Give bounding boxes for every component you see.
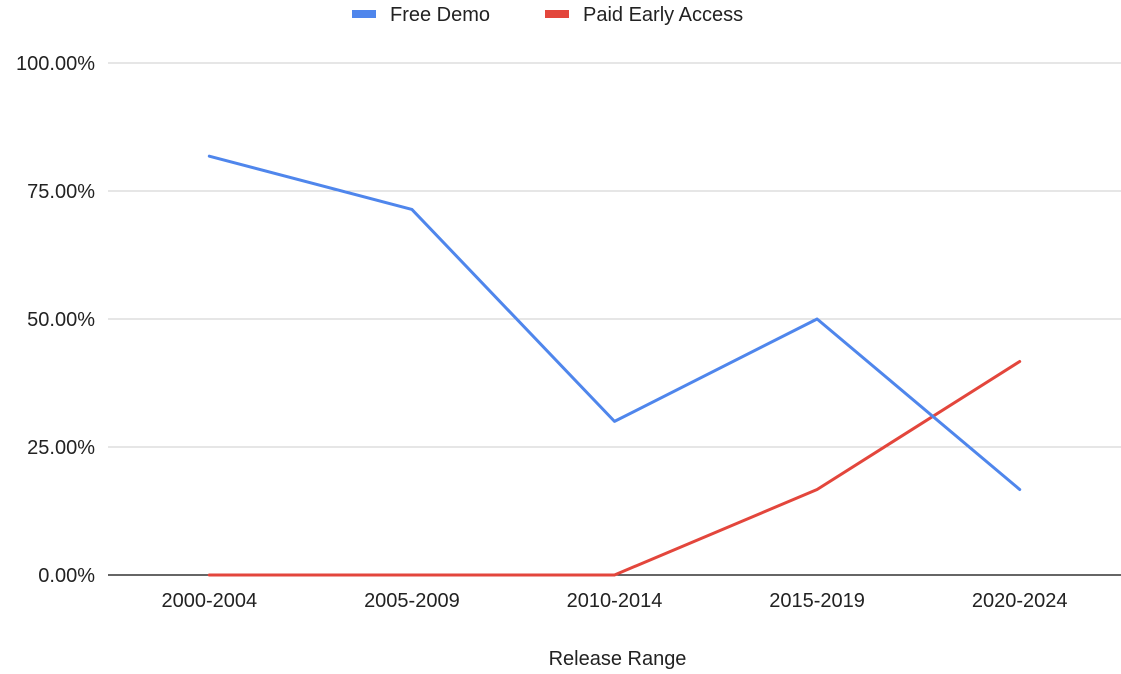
- x-tick-label: 2015-2019: [769, 590, 865, 612]
- x-axis-tick-labels: 2000-2004 2005-2009 2010-2014 2015-2019 2020…: [161, 590, 1067, 612]
- series-lines: [207, 154, 1022, 577]
- y-tick-label: 50.00%: [27, 309, 95, 331]
- y-tick-label: 100.00%: [16, 53, 95, 75]
- y-tick-label: 0.00%: [38, 565, 95, 587]
- x-tick-label: 2000-2004: [161, 590, 257, 612]
- legend: Free Demo Paid Early Access: [352, 4, 743, 26]
- y-tick-label: 25.00%: [27, 437, 95, 459]
- legend-label: Paid Early Access: [583, 4, 743, 26]
- gridlines: [108, 62, 1121, 448]
- y-axis-tick-labels: 0.00% 25.00% 50.00% 75.00% 100.00%: [16, 53, 95, 587]
- y-tick-label: 75.00%: [27, 181, 95, 203]
- x-tick-label: 2005-2009: [364, 590, 460, 612]
- x-tick-label: 2010-2014: [567, 590, 663, 612]
- series-line-free-demo: [207, 154, 1022, 491]
- series-line-paid-early-access: [207, 359, 1022, 577]
- x-tick-label: 2020-2024: [972, 590, 1068, 612]
- legend-swatch: [545, 10, 569, 18]
- legend-swatch: [352, 10, 376, 18]
- x-axis-title: Release Range: [549, 648, 687, 670]
- legend-label: Free Demo: [390, 4, 490, 26]
